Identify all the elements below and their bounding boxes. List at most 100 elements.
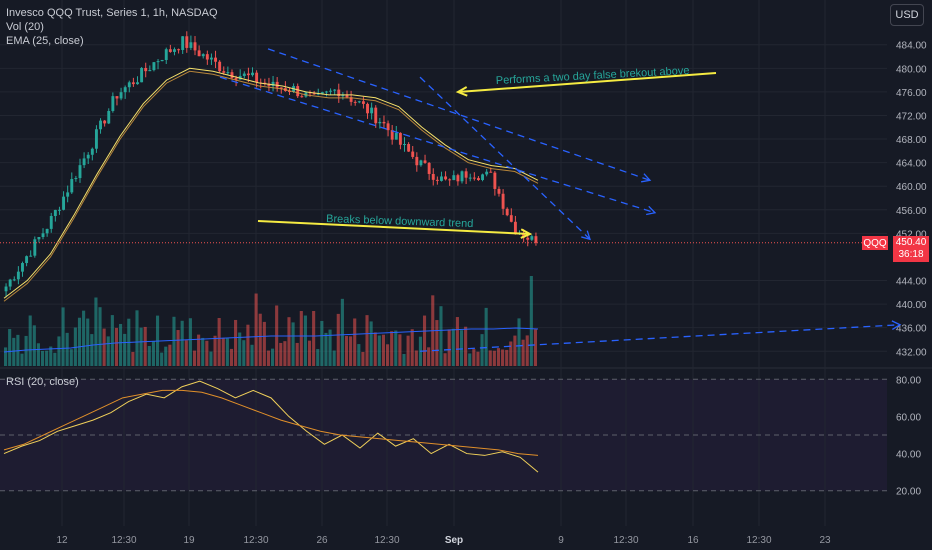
volume-bar [377, 335, 381, 366]
volume-bar [258, 313, 262, 366]
volume-bar [82, 310, 86, 366]
candle-body [156, 61, 160, 63]
candle-body [86, 154, 90, 159]
candle-body [505, 208, 509, 216]
volume-bar [242, 340, 246, 366]
volume-bar [464, 326, 468, 366]
candle-body [452, 175, 456, 181]
volume-bar [521, 339, 525, 366]
volume-bar [353, 318, 357, 366]
volume-bar [197, 334, 201, 366]
candle-body [349, 97, 353, 102]
rsi-tick-label: 20.00 [896, 487, 921, 498]
volume-bar [283, 341, 287, 366]
volume-bar [86, 318, 90, 366]
candle-body [370, 107, 374, 114]
price-axis: 484.00 480.00 476.00 472.00 468.00 464.00 460.… [896, 41, 927, 359]
time-tick-label: 16 [687, 535, 699, 546]
volume-bar [332, 350, 336, 366]
candle-body [148, 70, 152, 72]
volume-bar [455, 317, 459, 366]
time-axis: 12 12:30 19 12:30 26 12:30 Sep 9 12:30 16 12:30 23 [56, 535, 831, 546]
volume-bar [254, 293, 258, 366]
candle-body [29, 255, 33, 257]
price-tick-label: 456.00 [896, 206, 927, 217]
volume-bar [513, 335, 517, 366]
price-tick-label: 436.00 [896, 324, 927, 335]
candle-body [300, 96, 304, 98]
candle-body [197, 50, 201, 57]
volume-bar [390, 331, 394, 366]
candle-body [99, 120, 102, 130]
ema-line [3, 67, 539, 299]
candle-body [168, 49, 172, 52]
candle-body [140, 67, 144, 83]
volume-bar [201, 337, 205, 366]
candle-body [312, 93, 316, 95]
bar-countdown: 36:18 [898, 249, 924, 260]
candle-body [534, 236, 538, 243]
candle-body [49, 216, 53, 229]
volume-bar [164, 346, 168, 366]
volume-bar [229, 348, 234, 366]
candle-body [53, 209, 57, 217]
ticker-badge: QQQ [862, 236, 888, 250]
volume-bar [459, 330, 464, 366]
candle-body [127, 82, 131, 88]
volume-bar [357, 344, 361, 366]
trend-line-arrowhead [581, 230, 591, 241]
candle-body [366, 103, 369, 114]
price-tick-label: 480.00 [896, 64, 927, 75]
volume-bar [123, 333, 127, 366]
candle-body [25, 256, 29, 264]
candle-body [123, 87, 127, 93]
candle-body [476, 178, 480, 181]
time-tick-label: 19 [183, 535, 195, 546]
time-tick-label: 12:30 [243, 535, 268, 546]
volume-bar [336, 313, 340, 366]
candle-body [16, 271, 20, 280]
breakout-arrow [457, 72, 717, 93]
volume-bar [147, 345, 151, 366]
volume-bar [57, 336, 61, 366]
candle-body [333, 89, 337, 91]
volume-bar [328, 329, 332, 366]
volume-bar [402, 353, 406, 366]
volume-bar [110, 315, 114, 366]
currency-button[interactable]: USD [890, 4, 924, 26]
volume-bar [205, 340, 209, 366]
volume-bar [427, 347, 431, 366]
volume-bar [414, 350, 418, 366]
volume-bar [65, 332, 69, 366]
candle-body [246, 73, 250, 76]
price-tick-label: 440.00 [896, 300, 927, 311]
candle-body [111, 96, 115, 111]
volume-bars [4, 276, 537, 366]
candle-body [526, 237, 530, 240]
candle-body [530, 236, 534, 240]
volume-bar [488, 350, 492, 366]
candle-body [320, 92, 324, 94]
volume-bar [49, 346, 53, 366]
time-tick-label: 23 [819, 535, 831, 546]
candle-body [58, 209, 61, 211]
volume-bar [443, 353, 447, 366]
trend-line-arrowhead [646, 205, 657, 216]
volume-bar [250, 344, 254, 366]
candle-body [12, 279, 16, 281]
candle-body [382, 121, 386, 124]
candle-body [325, 91, 328, 93]
volume-bar [266, 350, 270, 366]
candle-body [316, 93, 320, 95]
volume-bar [505, 349, 509, 366]
candle-body [251, 72, 254, 76]
candle-body [513, 221, 517, 235]
time-tick-label: Sep [445, 535, 463, 546]
volume-bar [20, 353, 24, 366]
rsi-tick-label: 40.00 [896, 450, 921, 461]
candle-body [288, 90, 291, 92]
volume-ma-line [3, 327, 539, 353]
candle-body [70, 179, 74, 193]
trend-line [219, 76, 656, 214]
